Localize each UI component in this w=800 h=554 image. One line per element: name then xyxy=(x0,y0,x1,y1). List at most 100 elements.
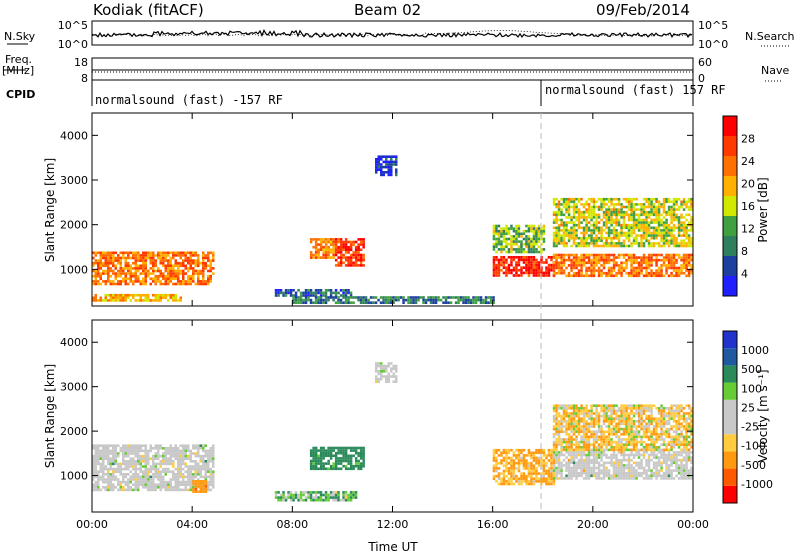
heatmap-cell xyxy=(122,486,125,489)
heatmap-cell xyxy=(665,242,668,245)
heatmap-cell xyxy=(189,475,192,479)
heatmap-cell xyxy=(207,475,210,479)
heatmap-cell xyxy=(395,375,398,378)
heatmap-cell xyxy=(560,466,563,470)
heatmap-cell xyxy=(332,248,335,252)
heatmap-cell xyxy=(562,430,566,433)
heatmap-cell xyxy=(122,251,125,255)
heatmap-cell xyxy=(517,448,521,452)
heatmap-cell xyxy=(610,422,613,426)
heatmap-cell xyxy=(640,242,643,245)
heatmap-cell xyxy=(615,197,618,201)
heatmap-cell xyxy=(349,454,353,458)
heatmap-cell xyxy=(572,414,576,418)
heatmap-cell xyxy=(587,409,591,413)
heatmap-cell xyxy=(670,221,673,224)
heatmap-cell xyxy=(209,259,212,262)
heatmap-cell xyxy=(172,296,175,300)
heatmap-cell xyxy=(492,477,496,481)
heatmap-cell xyxy=(152,447,155,450)
heatmap-cell xyxy=(332,245,335,249)
heatmap-cell xyxy=(555,446,558,449)
heatmap-cell xyxy=(207,282,210,286)
heatmap-cell xyxy=(625,417,628,420)
heatmap-cell xyxy=(375,165,378,169)
heatmap-cell xyxy=(555,412,558,415)
heatmap-cell xyxy=(672,453,676,457)
heatmap-cell xyxy=(662,200,666,204)
heatmap-cell xyxy=(667,213,671,217)
heatmap-cell xyxy=(677,253,681,257)
heatmap-cell xyxy=(212,462,215,466)
heatmap-cell xyxy=(212,483,215,486)
heatmap-cell xyxy=(505,469,508,473)
heatmap-cell xyxy=(617,446,621,449)
heatmap-cell xyxy=(457,301,460,304)
heatmap-cell xyxy=(665,231,668,235)
heatmap-cell xyxy=(535,472,538,475)
heatmap-cell xyxy=(112,457,115,460)
heatmap-cell xyxy=(129,293,132,297)
heatmap-cell xyxy=(512,242,516,246)
heatmap-cell xyxy=(672,253,676,257)
heatmap-cell xyxy=(137,483,140,486)
heatmap-cell xyxy=(620,469,623,472)
heatmap-cell xyxy=(149,254,152,257)
heatmap-cell xyxy=(334,498,338,502)
heatmap-cell xyxy=(580,446,583,449)
heatmap-cell xyxy=(179,251,182,255)
heatmap-cell xyxy=(565,200,568,204)
heatmap-cell xyxy=(660,464,663,467)
heatmap-cell xyxy=(129,272,132,275)
heatmap-cell xyxy=(92,282,95,286)
heatmap-cell xyxy=(142,449,145,453)
heatmap-cell xyxy=(567,229,571,232)
heatmap-cell xyxy=(625,253,628,257)
heatmap-cell xyxy=(685,264,688,267)
heatmap-cell xyxy=(154,274,157,278)
heatmap-cell xyxy=(587,438,591,441)
heatmap-cell xyxy=(334,253,338,257)
heatmap-cell xyxy=(667,226,671,230)
heatmap-cell xyxy=(182,254,185,257)
heatmap-cell xyxy=(595,242,598,245)
heatmap-cell xyxy=(204,282,207,286)
heatmap-cell xyxy=(199,470,202,473)
heatmap-cell xyxy=(212,254,215,257)
heatmap-cell xyxy=(349,493,353,497)
heatmap-cell xyxy=(357,256,360,259)
heatmap-cell xyxy=(500,232,503,236)
heatmap-cell xyxy=(134,259,137,262)
heatmap-cell xyxy=(132,447,135,450)
heatmap-cell xyxy=(139,293,142,297)
heatmap-cell xyxy=(104,467,107,471)
heatmap-cell xyxy=(112,470,115,473)
heatmap-cell xyxy=(492,242,496,246)
heatmap-cell xyxy=(505,482,508,486)
heatmap-cell xyxy=(94,447,97,450)
heatmap-cell xyxy=(152,267,155,270)
heatmap-cell xyxy=(117,470,120,473)
heatmap-cell xyxy=(359,451,363,455)
heatmap-cell xyxy=(127,269,130,273)
heatmap-cell xyxy=(600,258,603,262)
heatmap-cell xyxy=(109,457,112,460)
heatmap-cell xyxy=(592,221,596,224)
heatmap-cell xyxy=(119,261,122,265)
heatmap-cell xyxy=(172,465,175,468)
heatmap-cell xyxy=(585,242,588,245)
heatmap-cell xyxy=(585,218,588,222)
heatmap-cell xyxy=(585,430,588,433)
heatmap-cell xyxy=(522,237,526,241)
heatmap-cell xyxy=(152,299,155,302)
heatmap-cell xyxy=(670,274,673,278)
heatmap-cell xyxy=(560,474,563,478)
heatmap-cell xyxy=(587,210,591,214)
heatmap-cell xyxy=(149,457,152,460)
heatmap-cell xyxy=(134,299,137,302)
heatmap-cell xyxy=(630,261,633,265)
heatmap-cell xyxy=(92,269,95,273)
heatmap-cell xyxy=(510,467,513,470)
heatmap-cell xyxy=(642,420,646,423)
heatmap-cell xyxy=(174,457,177,460)
